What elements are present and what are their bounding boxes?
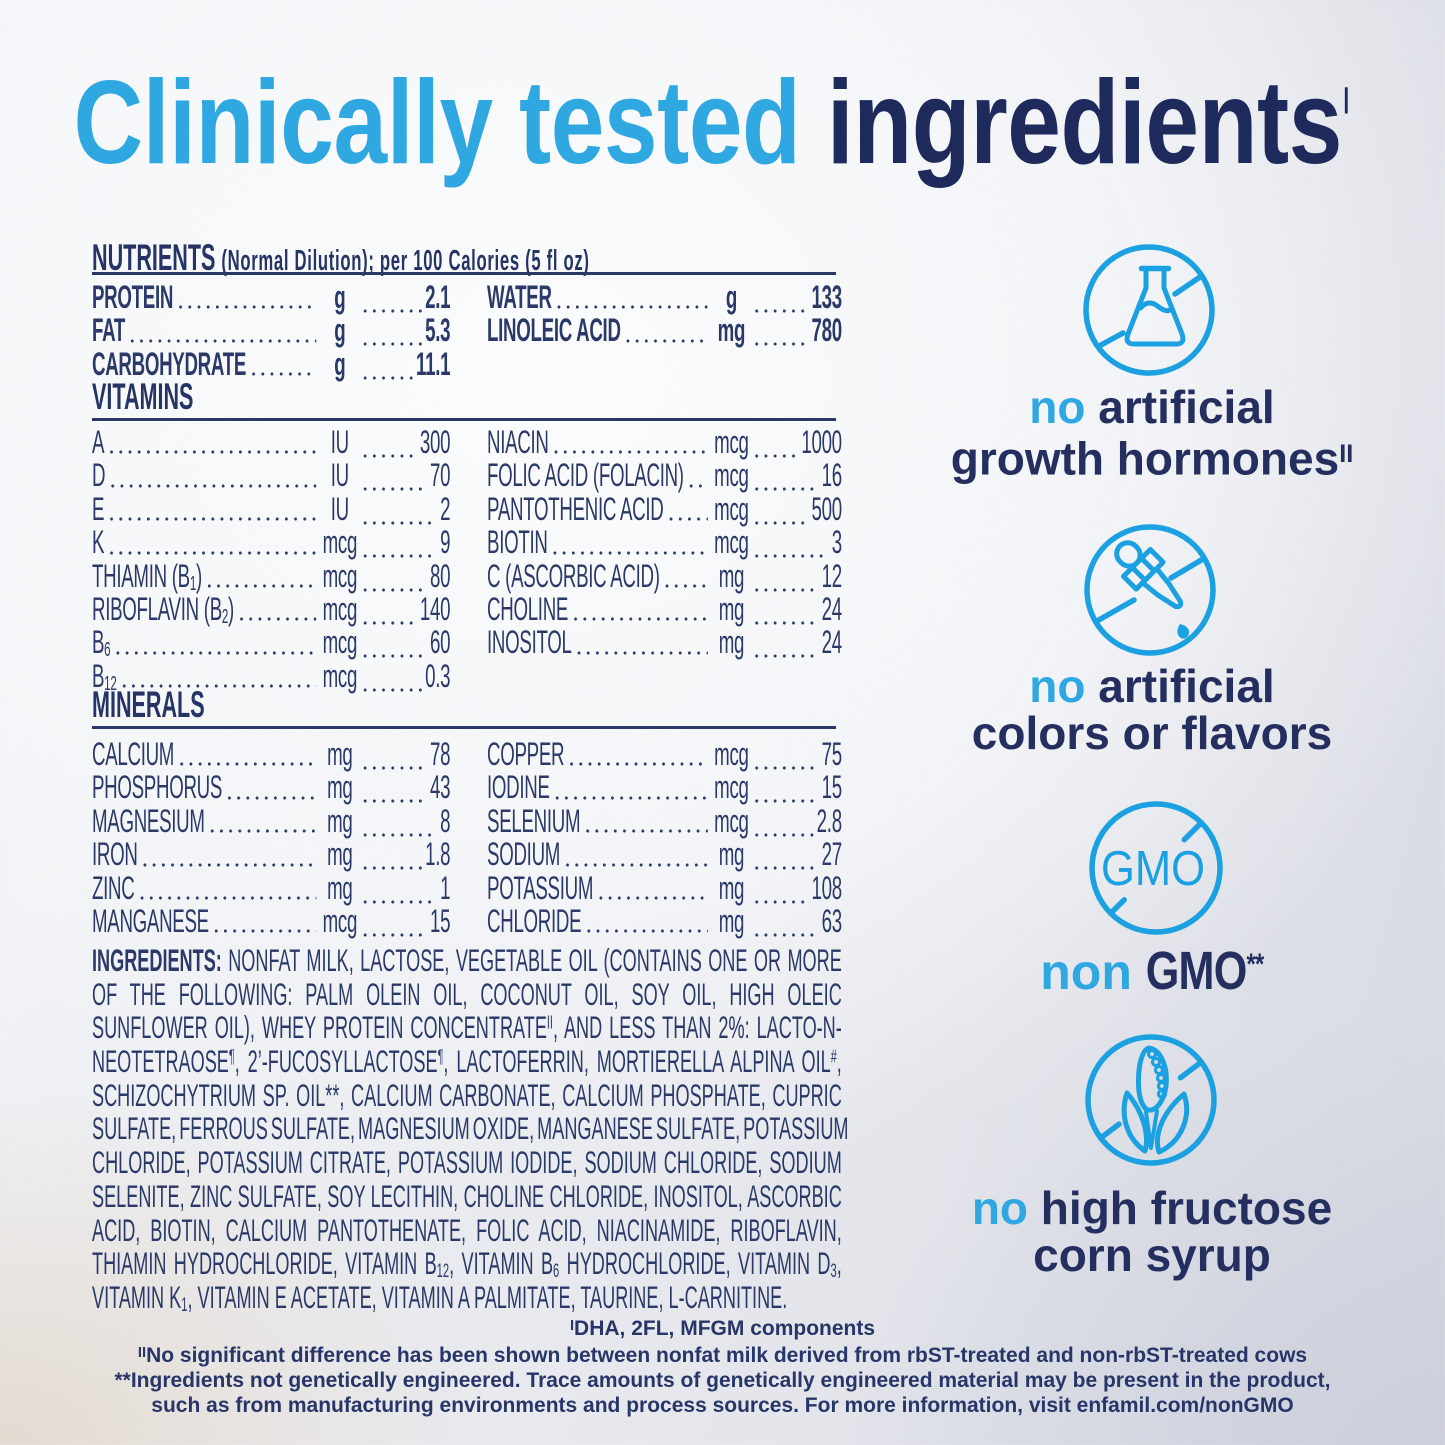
svg-text:GMO: GMO [1101,842,1205,896]
